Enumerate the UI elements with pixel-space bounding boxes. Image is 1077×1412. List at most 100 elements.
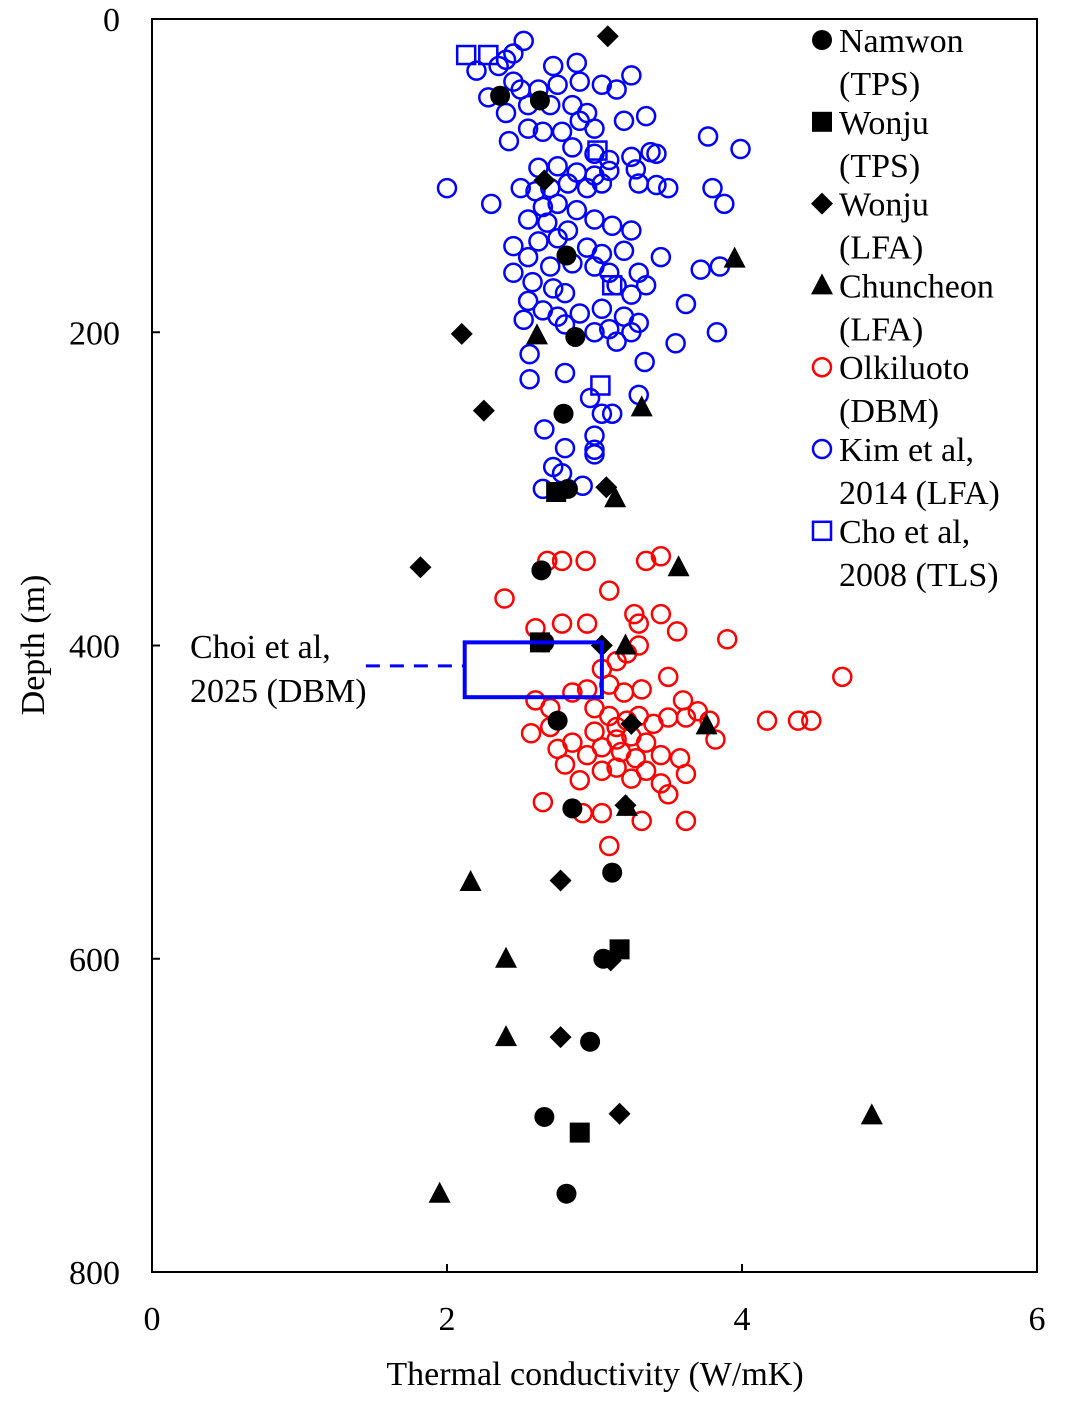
y-tick-label: 400 [69, 629, 120, 666]
data-point [520, 722, 542, 744]
data-point [472, 399, 495, 422]
data-point [706, 322, 728, 343]
data-point [621, 220, 642, 241]
data-point [613, 240, 635, 262]
series-3 [428, 246, 883, 1203]
data-point [606, 331, 627, 352]
data-point [554, 282, 576, 304]
data-point [495, 946, 517, 968]
data-point [554, 362, 576, 384]
data-point [549, 869, 572, 892]
data-point [621, 146, 642, 168]
data-point [459, 870, 482, 892]
data-point [478, 44, 499, 66]
data-point [532, 791, 554, 813]
data-point [455, 44, 477, 66]
choi-annotation-label: 2025 (DBM) [190, 673, 367, 710]
data-point [537, 212, 558, 233]
data-point [546, 482, 567, 503]
data-point [591, 74, 613, 96]
data-point [566, 52, 588, 74]
data-point [549, 1026, 572, 1049]
data-point [557, 173, 579, 194]
data-point [591, 403, 613, 424]
data-point [510, 177, 531, 199]
data-point [517, 290, 539, 312]
data-point [513, 309, 534, 330]
data-point [730, 138, 751, 160]
x-tick-label: 4 [734, 1301, 751, 1338]
data-point [576, 177, 598, 199]
data-point [576, 613, 598, 634]
data-point [562, 732, 583, 753]
legend-label: (LFA) [839, 311, 923, 348]
legend-label: Kim et al, [839, 432, 974, 469]
legend-marker [811, 438, 833, 460]
data-point [591, 173, 613, 194]
data-point [596, 25, 619, 48]
legend-label: 2008 (TLS) [839, 557, 999, 594]
data-point [599, 949, 622, 972]
data-point [832, 666, 853, 688]
data-point [650, 773, 672, 794]
choi-annotation: Choi et al, 2025 (DBM) [190, 629, 604, 710]
data-point [635, 105, 657, 127]
y-axis-label: Depth (m) [15, 575, 52, 716]
data-point [621, 65, 642, 86]
data-point [466, 60, 487, 81]
data-point [658, 177, 679, 199]
data-point [608, 1102, 631, 1125]
data-point [601, 275, 623, 296]
legend-label: (TPS) [839, 148, 920, 185]
data-point [428, 1181, 451, 1203]
data-point [584, 209, 605, 230]
data-point [534, 419, 555, 440]
legend-marker [812, 30, 832, 50]
data-point [450, 322, 473, 345]
data-point [591, 298, 613, 320]
legend-marker [811, 192, 833, 215]
data-marks [409, 25, 883, 1204]
data-point [556, 245, 577, 266]
x-tick-label: 2 [439, 1301, 456, 1338]
data-point [591, 802, 613, 824]
data-point [551, 550, 573, 572]
data-point [717, 628, 738, 650]
data-point [547, 155, 568, 177]
data-point [519, 368, 540, 390]
data-point [714, 193, 735, 215]
series-4 [494, 545, 853, 857]
legend-label: Chuncheon [839, 268, 994, 305]
data-point [556, 1183, 577, 1204]
data-point [635, 732, 657, 753]
data-point [503, 262, 524, 283]
data-point [614, 633, 637, 655]
y-tick-label: 0 [103, 2, 120, 39]
data-point [565, 326, 586, 347]
x-axis-label: Thermal conductivity (W/mK) [386, 1356, 803, 1393]
data-point [675, 763, 697, 785]
data-point [635, 760, 657, 782]
legend-label: Namwon [839, 23, 964, 60]
data-point [675, 810, 697, 832]
data-point [702, 177, 723, 199]
axis-ticks: 0 2 4 6 0 200 400 600 800 [69, 2, 1046, 1338]
data-point [562, 798, 583, 819]
choi-range-box [462, 640, 604, 700]
data-point [620, 712, 643, 735]
data-point [534, 1106, 555, 1127]
x-tick-label: 0 [144, 1301, 161, 1338]
data-point [575, 550, 596, 572]
data-point [569, 71, 590, 92]
data-point [650, 246, 672, 268]
data-point [658, 666, 679, 688]
data-point [658, 784, 679, 805]
data-point [494, 588, 515, 609]
data-point [613, 110, 635, 132]
data-point [604, 486, 627, 508]
data-point [666, 621, 688, 642]
data-point [606, 79, 627, 100]
data-point [587, 140, 608, 161]
data-point [519, 343, 540, 365]
data-point [522, 271, 543, 293]
